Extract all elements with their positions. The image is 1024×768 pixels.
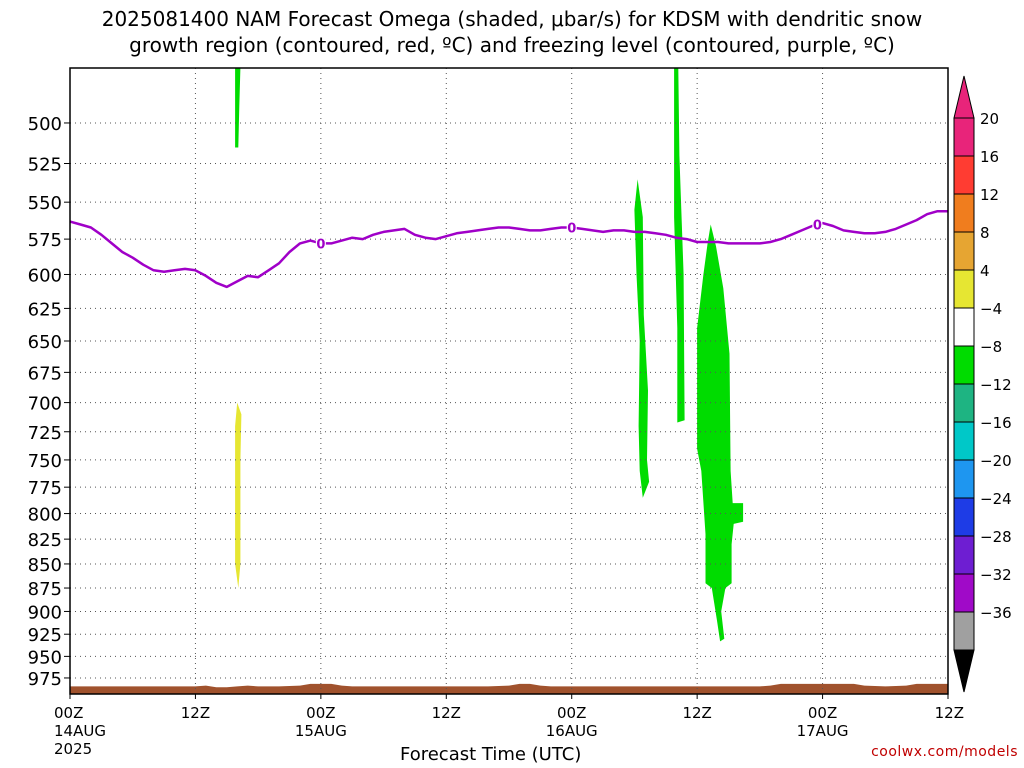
freezing-level-layer: 0 0 0 (69, 209, 948, 289)
omega-region-2 (634, 179, 650, 498)
x-tick-label-72: 00Z (808, 704, 837, 722)
y-tick-label-900: 900 (28, 602, 62, 623)
colorbar-swatch-2 (953, 193, 975, 233)
colorbar-label-6: −8 (980, 338, 1002, 356)
colorbar-swatch-8 (953, 421, 975, 461)
y-tick-label-700: 700 (28, 394, 62, 415)
y-tick-label-725: 725 (28, 423, 62, 444)
omega-region-3 (674, 68, 685, 423)
x-date-label-0: 14AUG (54, 722, 106, 740)
colorbar-swatch-4 (953, 269, 975, 309)
y-tick-label-950: 950 (28, 647, 62, 668)
freezing-level-line (69, 209, 948, 289)
x-date-label-24: 15AUG (295, 722, 347, 740)
colorbar-label-13: −36 (980, 604, 1012, 622)
grid-layer (69, 68, 949, 694)
colorbar-label-12: −32 (980, 566, 1012, 584)
colorbar-swatch-0 (953, 117, 975, 157)
colorbar-label-11: −28 (980, 528, 1012, 546)
colorbar-label-2: 12 (980, 186, 999, 204)
y-tick-label-675: 675 (28, 363, 62, 384)
colorbar-label-7: −12 (980, 376, 1012, 394)
freezing-level-label-1: 0 (567, 221, 576, 236)
x-tick-label-12: 12Z (181, 704, 210, 722)
freezing-label-bg-0 (315, 235, 326, 252)
colorbar-swatch-3 (953, 231, 975, 271)
x-tick-label-48: 00Z (557, 704, 586, 722)
colorbar-label-8: −16 (980, 414, 1012, 432)
colorbar-swatch-7 (953, 383, 975, 423)
x-tick-label-84: 12Z (935, 704, 964, 722)
colorbar-over-arrow (953, 75, 975, 119)
chart-title-line1: 2025081400 NAM Forecast Omega (shaded, μ… (101, 7, 923, 31)
colorbar-label-4: 4 (980, 262, 990, 280)
omega-region-0 (235, 68, 241, 148)
y-tick-label-775: 775 (28, 478, 62, 499)
y-tick-label-575: 575 (28, 230, 62, 251)
x-tick-label-60: 12Z (682, 704, 711, 722)
colorbar-label-3: 8 (980, 224, 990, 242)
colorbar-label-0: 20 (980, 110, 999, 128)
terrain-fill (70, 683, 948, 694)
y-tick-label-750: 750 (28, 451, 62, 472)
freezing-level-label-0: 0 (316, 237, 325, 252)
chart-title: 2025081400 NAM Forecast Omega (shaded, μ… (0, 6, 1024, 58)
terrain-layer (70, 683, 948, 694)
y-tick-label-650: 650 (28, 332, 62, 353)
y-tick-label-850: 850 (28, 555, 62, 576)
x-tick-label-0: 00Z (54, 704, 83, 722)
colorbar-swatch-1 (953, 155, 975, 195)
omega-shading-layer (235, 68, 744, 642)
colorbar-swatch-5 (953, 307, 975, 347)
chart-title-line2: growth region (contoured, red, ºC) and f… (129, 33, 895, 57)
site-credit: coolwx.com/models (871, 744, 1018, 760)
colorbar-swatch-12 (953, 573, 975, 613)
colorbar-label-9: −20 (980, 452, 1012, 470)
y-tick-label-975: 975 (28, 669, 62, 690)
colorbar-swatch-11 (953, 535, 975, 575)
colorbar-label-1: 16 (980, 148, 999, 166)
x-year-label-0: 2025 (54, 740, 92, 758)
y-tick-label-875: 875 (28, 579, 62, 600)
colorbar-label-10: −24 (980, 490, 1012, 508)
freezing-label-bg-2 (812, 216, 823, 233)
y-tick-label-550: 550 (28, 193, 62, 214)
x-tick-label-36: 12Z (432, 704, 461, 722)
plot-frame (69, 67, 949, 695)
colorbar-swatch-9 (953, 459, 975, 499)
plot-border (69, 67, 949, 695)
x-date-label-72: 17AUG (797, 722, 849, 740)
omega-region-4 (697, 224, 744, 642)
colorbar-swatch-6 (953, 345, 975, 385)
y-tick-label-800: 800 (28, 505, 62, 526)
colorbar: 20 16 12 8 4 −4 −8 −12 −16 −20 −24 −28 −32 −36 (953, 75, 1012, 693)
colorbar-swatch-13 (953, 611, 975, 651)
y-tick-label-625: 625 (28, 299, 62, 320)
colorbar-swatch-10 (953, 497, 975, 537)
y-tick-label-500: 500 (28, 114, 62, 135)
colorbar-label-5: −4 (980, 300, 1002, 318)
y-tick-label-825: 825 (28, 530, 62, 551)
omega-region-1 (235, 402, 242, 588)
y-tick-label-925: 925 (28, 625, 62, 646)
x-axis-title: Forecast Time (UTC) (400, 744, 582, 765)
x-tick-label-24: 00Z (306, 704, 335, 722)
freezing-level-label-2: 0 (813, 219, 822, 234)
freezing-label-bg-1 (566, 219, 577, 236)
y-tick-label-600: 600 (28, 265, 62, 286)
y-tick-label-525: 525 (28, 155, 62, 176)
colorbar-under-arrow (953, 649, 975, 693)
x-date-label-48: 16AUG (546, 722, 598, 740)
y-axis: 500 525 550 575 600 625 650 675 700 725 750 775 800 8… (28, 114, 70, 690)
